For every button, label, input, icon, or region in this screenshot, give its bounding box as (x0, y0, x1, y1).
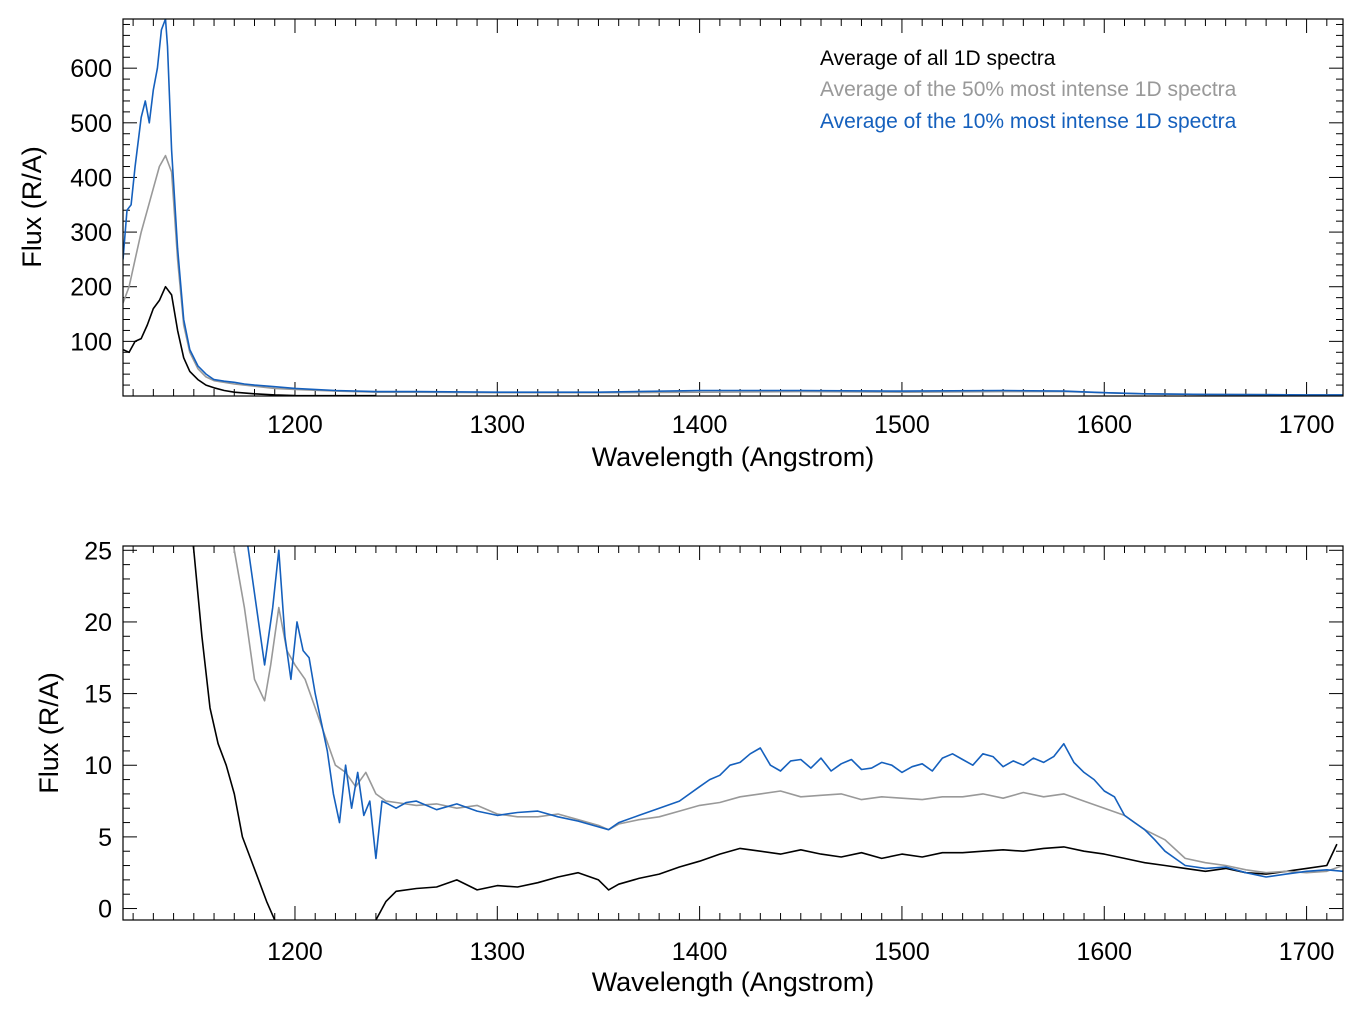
top-ticks (123, 19, 1343, 397)
x-tick-label: 1400 (672, 411, 728, 439)
bottom-ticks (123, 546, 1343, 920)
series-line-average-of-the-50-most-intense-1d-spectra (232, 546, 1343, 874)
x-tick-label: 1200 (267, 411, 323, 439)
x-tick-label: 1600 (1076, 938, 1132, 966)
top-series-group (123, 19, 1343, 396)
top-plot-frame (122, 18, 1344, 397)
x-tick-label: 1500 (874, 411, 930, 439)
top-x-axis-title: Wavelength (Angstrom) (592, 442, 875, 472)
top-panel: 1200 1300 1400 1500 1600 1700 100 200 300 400 500… (17, 18, 1344, 472)
y-tick-label: 300 (70, 219, 112, 247)
legend: Average of all 1D spectra Average of the… (820, 47, 1237, 133)
top-y-axis-title: Flux (R/A) (17, 146, 47, 268)
legend-item-10pct: Average of the 10% most intense 1D spect… (820, 110, 1237, 133)
y-tick-label: 15 (84, 681, 112, 709)
top-x-tick-labels: 1200 1300 1400 1500 1600 1700 (267, 411, 1334, 439)
x-tick-label: 1200 (267, 938, 323, 966)
x-tick-label: 1500 (874, 938, 930, 966)
series-line-average-of-all-1d-spectra (123, 285, 376, 396)
series-line-average-of-the-50-most-intense-1d-spectra (123, 154, 1343, 396)
x-tick-label: 1400 (672, 938, 728, 966)
x-tick-label: 1300 (469, 411, 525, 439)
top-y-tick-labels: 100 200 300 400 500 600 (70, 55, 112, 356)
y-tick-label: 100 (70, 328, 112, 356)
y-tick-label: 600 (70, 55, 112, 83)
series-line-average-of-all-1d-spectra (375, 843, 1338, 920)
y-tick-label: 5 (98, 824, 112, 852)
bottom-x-axis-title: Wavelength (Angstrom) (592, 967, 875, 997)
series-line-average-of-the-10-most-intense-1d-spectra (247, 546, 1343, 878)
y-tick-label: 10 (84, 752, 112, 780)
bottom-y-tick-labels: 0 5 10 15 20 25 (84, 537, 112, 923)
series-line-average-of-the-10-most-intense-1d-spectra (123, 19, 1343, 396)
y-tick-label: 25 (84, 537, 112, 565)
series-line-average-of-all-1d-spectra (192, 546, 276, 920)
y-tick-label: 200 (70, 274, 112, 302)
bottom-panel: 1200 1300 1400 1500 1600 1700 0 5 10 15 20 25 Wave… (34, 537, 1344, 997)
y-tick-label: 0 (98, 896, 112, 924)
x-tick-label: 1300 (469, 938, 525, 966)
x-tick-label: 1600 (1076, 411, 1132, 439)
y-tick-label: 400 (70, 164, 112, 192)
x-tick-label: 1700 (1279, 411, 1335, 439)
bottom-series-group (192, 546, 1343, 920)
bottom-y-axis-title: Flux (R/A) (34, 672, 64, 794)
y-tick-label: 500 (70, 110, 112, 138)
legend-item-all: Average of all 1D spectra (820, 47, 1056, 70)
bottom-x-tick-labels: 1200 1300 1400 1500 1600 1700 (267, 938, 1334, 966)
legend-item-50pct: Average of the 50% most intense 1D spect… (820, 78, 1237, 101)
x-tick-label: 1700 (1279, 938, 1335, 966)
bottom-plot-frame (122, 545, 1344, 921)
y-tick-label: 20 (84, 609, 112, 637)
